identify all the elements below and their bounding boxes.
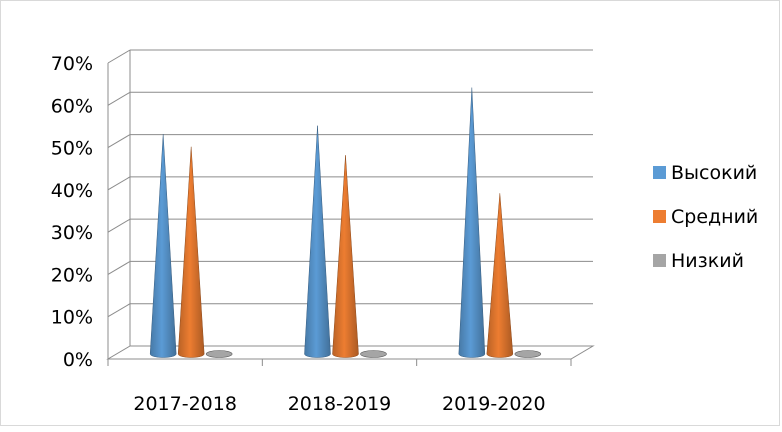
cone-mark [149,134,177,358]
cone-mark [304,125,331,358]
legend-label: Низкий [671,250,744,272]
x-axis-ticks: 2017-2018 2018-2019 2019-2020 [107,359,572,415]
cone-mark [205,350,233,358]
y-tick-label: 50% [51,138,93,160]
y-tick-label: 0% [63,349,93,371]
cone-mark [458,87,486,358]
y-tick-label: 60% [51,95,93,117]
y-tick-label: 20% [51,264,93,286]
x-tick-label: 2017-2018 [133,393,237,415]
chart-legend: Высокий Средний Низкий [653,162,758,272]
legend-item: Средний [653,206,758,228]
y-tick-label: 30% [51,222,93,244]
gridline-side [107,218,131,233]
y-tick-label: 70% [51,53,93,75]
legend-label: Средний [671,206,758,228]
x-tick-label: 2018-2019 [288,393,392,415]
legend-swatch [653,166,666,179]
cone-mark [332,155,359,358]
legend-item: Низкий [653,250,744,272]
legend-swatch [653,210,666,223]
cone-mark [177,146,205,358]
chart-gridlines [107,49,593,318]
cone-mark [360,350,387,358]
x-tick-label: 2019-2020 [442,393,546,415]
gridline-side [107,303,131,318]
gridline-side [107,134,131,149]
y-tick-label: 40% [51,180,93,202]
chart-marks [149,87,542,358]
cone-mark [514,350,542,358]
gridline-side [107,91,131,106]
gridline-side [107,176,131,191]
gridline-side [107,49,131,64]
cone-mark [486,193,514,358]
legend-swatch [653,254,666,267]
legend-item: Высокий [653,162,757,184]
gridline-side [107,260,131,275]
y-axis-ticks: 0% 10% 20% 30% 40% 50% 60% 70% [51,53,93,371]
legend-label: Высокий [671,162,757,184]
y-tick-label: 10% [51,307,93,329]
